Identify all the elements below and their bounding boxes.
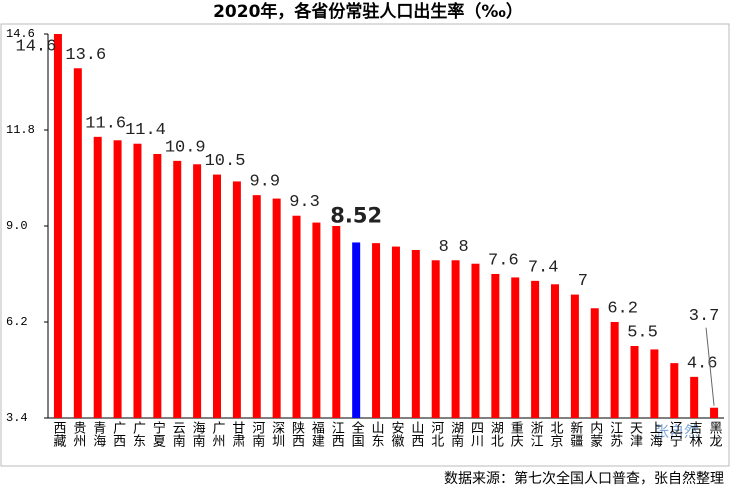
value-label: 8.52 <box>330 203 382 227</box>
bar <box>312 222 321 418</box>
x-tick-label: 深圳 <box>269 421 285 447</box>
value-label: 3.7 <box>689 307 720 326</box>
leader-line <box>705 327 715 406</box>
bar <box>471 263 480 418</box>
x-tick-label: 湖南 <box>448 421 464 447</box>
x-tick-label: 广西 <box>110 421 126 447</box>
value-label: 9.3 <box>289 193 320 212</box>
bar <box>690 376 699 418</box>
value-label: 6.2 <box>607 299 638 318</box>
bar <box>670 363 679 418</box>
bar <box>133 143 142 418</box>
bar <box>252 195 261 418</box>
x-tick-label: 贵州 <box>70 421 86 447</box>
bar <box>73 68 82 419</box>
x-tick-label: 河南 <box>249 421 265 447</box>
value-label: 10.5 <box>205 152 246 171</box>
watermark: 张自然 <box>654 423 699 441</box>
x-tick-label: 宁夏 <box>150 420 166 447</box>
bar <box>431 260 440 418</box>
value-label: 7 <box>578 272 588 291</box>
bar <box>411 250 420 418</box>
value-label: 10.9 <box>165 138 206 157</box>
x-tick-label: 重庆 <box>508 420 524 447</box>
bar <box>511 277 520 418</box>
bar <box>193 164 202 418</box>
bar <box>531 280 540 418</box>
x-tick-label: 福建 <box>309 421 325 448</box>
bar <box>570 294 579 418</box>
x-tick-label: 河北 <box>428 421 444 448</box>
bar <box>650 349 659 418</box>
bar <box>590 308 599 418</box>
bar <box>630 346 639 418</box>
bar <box>551 284 559 418</box>
x-tick-label: 安徽 <box>388 421 404 447</box>
value-label: 9.9 <box>249 173 280 192</box>
bar <box>451 260 460 418</box>
x-tick-label: 天津 <box>627 421 643 447</box>
chart-frame <box>0 23 730 467</box>
bar <box>93 136 102 418</box>
x-tick-label: 新疆 <box>567 420 583 447</box>
x-tick-label: 湖北 <box>488 421 504 448</box>
source-note: 数据来源：第七次全国人口普查，张自然整理 <box>444 470 724 487</box>
bar <box>213 174 221 418</box>
value-label: 7.4 <box>528 258 559 277</box>
value-label: 11.6 <box>85 114 126 133</box>
x-tick-label: 辽宁 <box>667 421 683 447</box>
bar <box>53 34 62 418</box>
chart-title: 2020年，各省份常驻人口出生率（‰） <box>213 1 523 22</box>
bar <box>610 322 619 418</box>
value-label: 5.5 <box>627 323 658 342</box>
x-tick-label: 浙江 <box>528 421 544 447</box>
bar <box>292 215 301 418</box>
y-tick-label: 6.2 <box>6 315 28 329</box>
value-label: 11.4 <box>125 121 166 140</box>
x-tick-label: 江西 <box>329 421 345 447</box>
y-tick-label: 11.8 <box>6 123 35 137</box>
value-label: 8 <box>439 238 449 257</box>
value-label: 7.6 <box>488 251 519 270</box>
bar <box>491 274 500 418</box>
bar <box>352 242 361 418</box>
bar <box>332 226 341 418</box>
bar <box>372 243 381 418</box>
x-tick-label: 全国 <box>349 420 365 447</box>
x-tick-label: 青海 <box>90 421 106 447</box>
y-tick-label: 9.0 <box>6 219 28 233</box>
y-tick-label: 14.6 <box>6 27 35 41</box>
bar <box>153 154 162 418</box>
x-tick-label: 内蒙 <box>587 420 603 447</box>
x-tick-label: 吉林 <box>687 421 703 447</box>
x-tick-label: 北京 <box>548 421 564 447</box>
value-label: 4.6 <box>687 354 718 373</box>
x-tick-label: 西藏 <box>50 421 66 447</box>
value-label: 14.6 <box>16 37 57 56</box>
x-tick-label: 上海 <box>647 421 663 447</box>
bar <box>113 140 122 419</box>
bar <box>391 246 400 418</box>
y-tick-label: 3.4 <box>6 411 28 425</box>
x-tick-label: 陕西 <box>289 421 305 447</box>
bar <box>272 198 281 418</box>
x-tick-label: 广州 <box>210 421 226 447</box>
value-label: 8 <box>458 238 468 257</box>
bar <box>710 407 719 418</box>
value-label: 13.6 <box>65 46 106 65</box>
x-tick-label: 山西 <box>408 421 424 447</box>
x-tick-label: 黑龙 <box>707 421 723 448</box>
x-tick-label: 江苏 <box>607 421 623 447</box>
bar <box>173 160 182 418</box>
x-tick-label: 广东 <box>130 421 146 447</box>
bar <box>232 181 241 418</box>
x-tick-label: 山东 <box>369 421 385 447</box>
x-tick-label: 海南 <box>190 421 206 447</box>
x-tick-label: 云南 <box>170 421 186 447</box>
x-tick-label: 四川 <box>468 421 484 447</box>
x-tick-label: 甘肃 <box>229 421 245 447</box>
